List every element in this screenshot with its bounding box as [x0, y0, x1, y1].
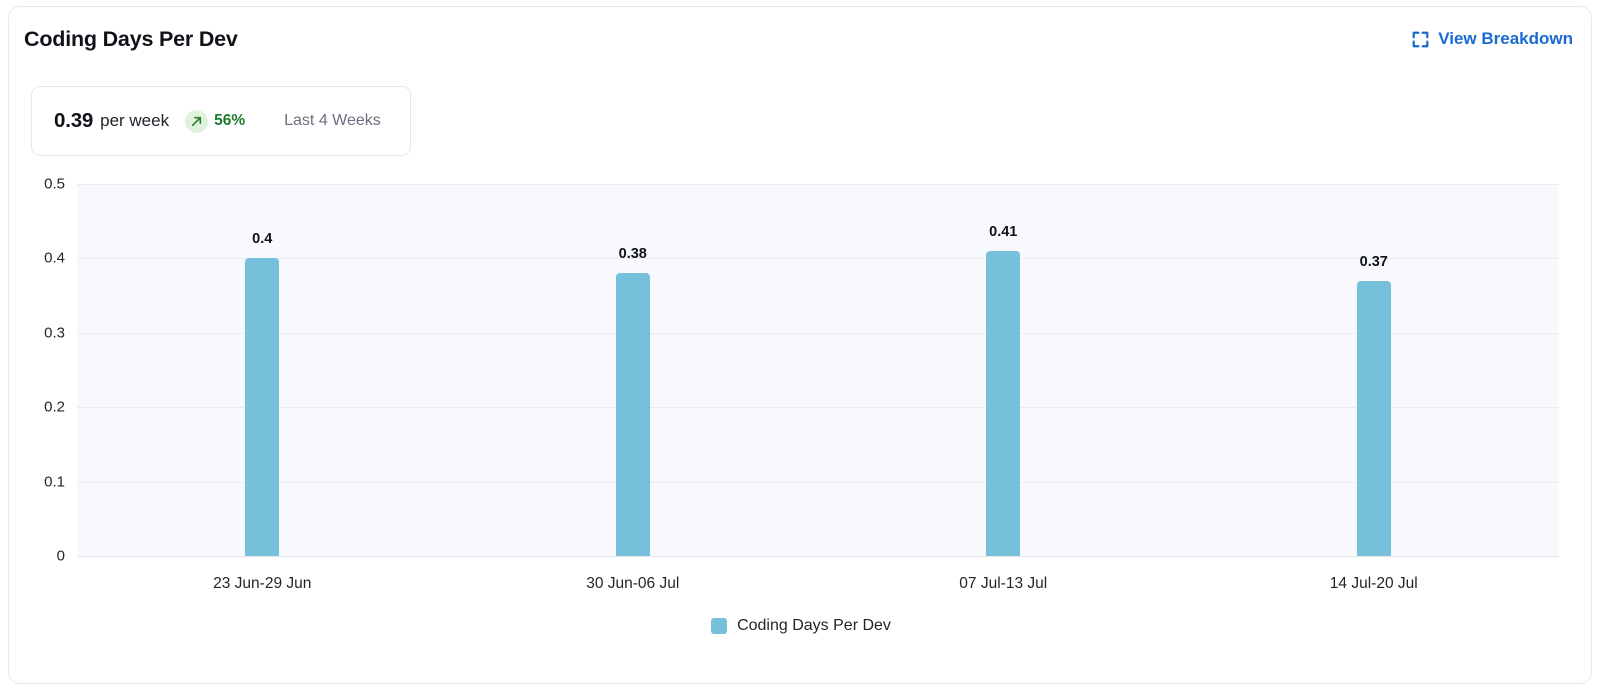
y-axis-tick-label: 0.4: [44, 249, 65, 267]
bar-value-label: 0.38: [618, 246, 647, 263]
legend-item[interactable]: Coding Days Per Dev: [711, 617, 891, 635]
gridline: [77, 481, 1559, 483]
gridline: [77, 332, 1559, 334]
x-axis-tick-label: 07 Jul-13 Jul: [959, 575, 1048, 592]
expand-icon: [1412, 31, 1429, 48]
card-header: Coding Days Per Dev View Breakdown: [9, 7, 1591, 73]
bar-value-label: 0.37: [1359, 253, 1388, 270]
gridline: [77, 556, 1559, 557]
x-axis-tick-label: 14 Jul-20 Jul: [1329, 575, 1418, 592]
bar-1[interactable]: [245, 258, 280, 556]
view-breakdown-button[interactable]: View Breakdown: [1412, 29, 1573, 49]
y-axis-tick-label: 0.5: [44, 175, 65, 193]
kpi-value: 0.39: [54, 109, 94, 132]
plot-area: [77, 184, 1559, 557]
x-axis-tick-label: 30 Jun-06 Jul: [586, 575, 680, 592]
x-axis-tick-label: 23 Jun-29 Jun: [213, 575, 312, 592]
view-breakdown-label: View Breakdown: [1438, 29, 1573, 48]
bar-4[interactable]: [1356, 280, 1391, 556]
y-axis-tick-label: 0.1: [44, 473, 65, 491]
kpi-delta: 56%: [214, 112, 246, 129]
legend-label: Coding Days Per Dev: [737, 617, 891, 634]
legend-swatch: [711, 618, 728, 634]
arrow-up-right-icon: [185, 109, 209, 133]
chart-legend: Coding Days Per Dev: [9, 617, 1591, 635]
bar-2[interactable]: [615, 273, 650, 556]
bar-3[interactable]: [986, 250, 1021, 556]
bar-value-label: 0.4: [252, 231, 273, 248]
kpi-trend-badge: 56%: [185, 109, 246, 133]
y-axis-tick-label: 0: [56, 547, 65, 565]
gridline: [77, 258, 1559, 260]
bar-value-label: 0.41: [989, 223, 1018, 240]
y-axis-tick-label: 0.3: [44, 324, 65, 342]
y-axis-tick-label: 0.2: [44, 398, 65, 416]
metric-card: Coding Days Per Dev View Breakdown 0.39 …: [8, 6, 1592, 684]
kpi-unit: per week: [100, 111, 170, 130]
page-title: Coding Days Per Dev: [24, 27, 238, 51]
gridline: [77, 184, 1559, 185]
kpi-summary-card: 0.39 per week 56% Last 4 Weeks: [31, 86, 411, 156]
bar-chart: 0 0.1 0.2 0.3 0.4 0.5 0.4 0.38 0.41 0.37 23 Jun-…: [9, 167, 1591, 667]
gridline: [77, 407, 1559, 409]
kpi-period: Last 4 Weeks: [284, 112, 381, 129]
